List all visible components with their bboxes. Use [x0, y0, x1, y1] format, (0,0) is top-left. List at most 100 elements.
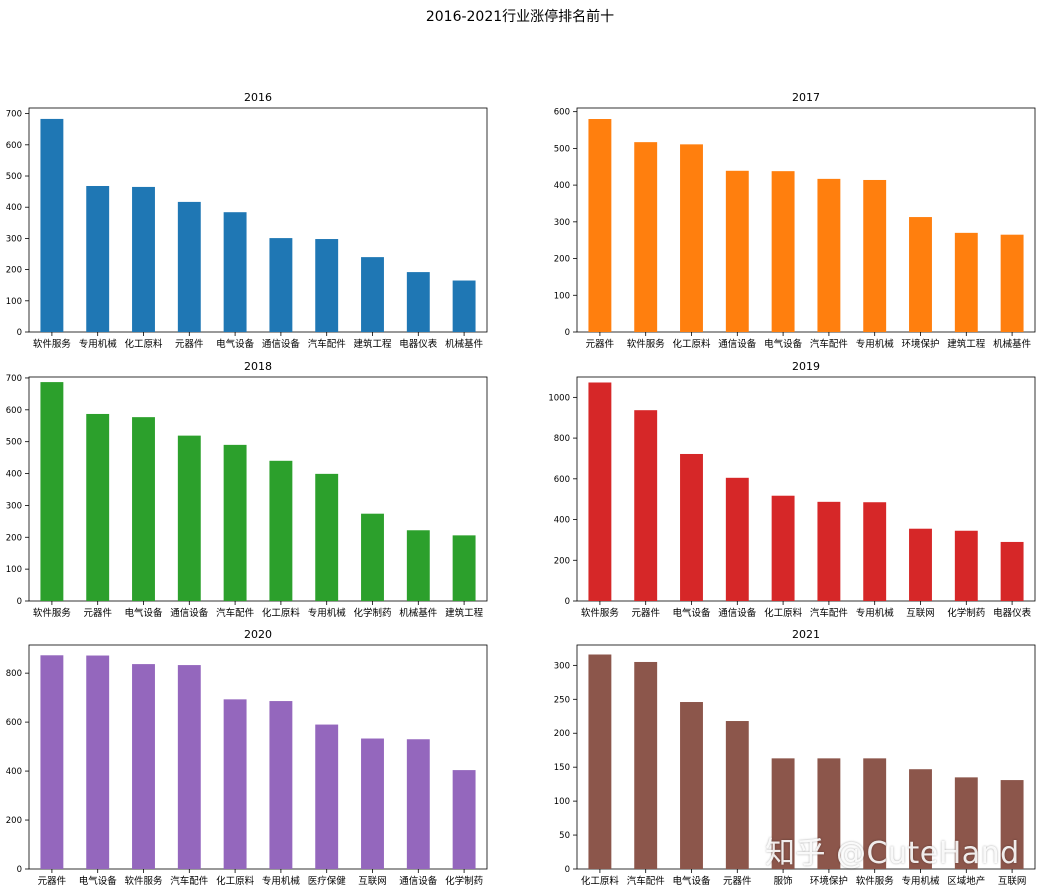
bar-服饰 — [771, 758, 795, 869]
x-tick-label: 通信设备 — [170, 607, 209, 619]
axes-frame — [28, 376, 488, 602]
y-tick-label: 400 — [6, 470, 22, 480]
chart-2017: 2017 0 100 200 300 400 500 600 元器件 软件服务 化工原料 通信设备 电气… — [554, 91, 1036, 350]
bar-互联网 — [361, 738, 384, 869]
x-tick-label: 软件服务 — [856, 875, 895, 887]
y-tick-label: 300 — [554, 661, 570, 671]
axes-frame — [576, 107, 1036, 333]
y-tick-label: 200 — [6, 816, 22, 826]
chart-2020: 2020 0 200 400 600 800 元器件 电气设备 软件服务 汽车配件 化工原料 专用机械… — [6, 628, 488, 887]
bar-医疗保健 — [315, 724, 339, 869]
bar-汽车配件 — [634, 661, 658, 869]
x-tick-label: 元器件 — [83, 607, 112, 619]
x-tick-label: 电气设备 — [216, 338, 255, 350]
y-tick-label: 0 — [17, 328, 22, 338]
bar-专用机械 — [863, 179, 887, 332]
y-tick-label: 0 — [17, 865, 22, 875]
x-tick-label: 区域地产 — [947, 875, 985, 887]
x-tick-label: 电器仪表 — [399, 338, 438, 350]
bar-通信设备 — [725, 477, 749, 601]
y-tick-label: 50 — [559, 831, 570, 841]
bar-电气设备 — [223, 212, 247, 332]
x-tick-label: 专用机械 — [901, 875, 940, 887]
bar-专用机械 — [269, 701, 293, 869]
bar-互联网 — [1000, 780, 1024, 869]
x-tick-label: 专用机械 — [856, 338, 895, 350]
chart-2021: 2021 0 50 100 150 200 250 300 化工原料 汽车配件 电气设备 元器件 服饰 环… — [554, 628, 1036, 887]
bar-软件服务 — [40, 118, 64, 332]
subplot-title: 2016 — [244, 91, 272, 104]
y-tick-label: 600 — [6, 406, 22, 416]
x-tick-label: 化工原料 — [124, 338, 163, 350]
x-tick-label: 软件服务 — [33, 338, 72, 350]
x-tick-label: 元器件 — [175, 338, 204, 350]
y-tick-label: 600 — [554, 475, 570, 485]
x-tick-label: 化工原料 — [216, 875, 255, 887]
bar-化学制药 — [954, 530, 978, 601]
x-tick-label: 建筑工程 — [445, 607, 484, 619]
bar-元器件 — [86, 413, 110, 601]
x-tick-label: 化学制药 — [353, 607, 391, 619]
bar-软件服务 — [863, 758, 887, 869]
x-tick-label: 互联网 — [998, 876, 1027, 887]
bar-建筑工程 — [452, 535, 476, 601]
chart-2019: 2019 0 200 400 600 800 1000 软件服务 元器件 电气设备 通信设备 化工原料… — [548, 360, 1036, 619]
x-tick-label: 电气设备 — [672, 607, 711, 619]
x-tick-label: 软件服务 — [124, 875, 163, 887]
bar-专用机械 — [86, 185, 110, 332]
bar-汽车配件 — [817, 178, 841, 332]
y-tick-label: 500 — [6, 438, 22, 448]
y-tick-label: 200 — [6, 533, 22, 543]
x-tick-label: 汽车配件 — [810, 607, 849, 619]
x-tick-label: 通信设备 — [718, 607, 757, 619]
x-tick-label: 专用机械 — [79, 338, 118, 350]
y-tick-label: 0 — [565, 865, 570, 875]
subplot-title: 2020 — [244, 628, 272, 641]
x-tick-label: 环境保护 — [901, 338, 939, 350]
bar-化工原料 — [223, 699, 247, 869]
axes-frame — [28, 107, 488, 333]
bar-区域地产 — [954, 777, 978, 869]
x-tick-label: 建筑工程 — [947, 338, 986, 350]
x-tick-label: 通信设备 — [718, 338, 757, 350]
bar-专用机械 — [863, 502, 887, 601]
x-tick-label: 化工原料 — [672, 338, 711, 350]
x-tick-label: 电气设备 — [79, 875, 118, 887]
x-tick-label: 互联网 — [358, 876, 387, 887]
x-tick-label: 机械基件 — [445, 338, 484, 350]
bar-建筑工程 — [954, 232, 978, 332]
bar-互联网 — [909, 528, 932, 601]
bar-软件服务 — [132, 664, 155, 869]
x-tick-label: 电气设备 — [672, 875, 711, 887]
bar-专用机械 — [315, 473, 339, 601]
y-tick-label: 700 — [6, 374, 22, 384]
y-tick-label: 0 — [565, 328, 570, 338]
y-tick-label: 150 — [554, 763, 570, 773]
watermark: 知乎 @CuteHand — [765, 836, 1020, 871]
y-tick-label: 500 — [6, 172, 22, 182]
y-tick-label: 200 — [6, 266, 22, 276]
bar-元器件 — [177, 201, 201, 332]
y-tick-label: 500 — [554, 144, 570, 154]
bar-通信设备 — [406, 739, 430, 869]
bar-元器件 — [634, 410, 658, 601]
y-tick-label: 200 — [554, 255, 570, 265]
bar-电气设备 — [132, 417, 155, 601]
x-tick-label: 通信设备 — [262, 338, 301, 350]
x-tick-label: 元器件 — [723, 875, 752, 887]
x-tick-label: 元器件 — [586, 338, 615, 350]
subplot-title: 2017 — [792, 91, 820, 104]
y-tick-label: 400 — [6, 203, 22, 213]
bar-汽车配件 — [817, 501, 841, 601]
y-tick-label: 0 — [565, 597, 570, 607]
y-tick-label: 200 — [554, 556, 570, 566]
bar-专用机械 — [909, 769, 932, 869]
bar-建筑工程 — [361, 257, 384, 332]
x-tick-label: 软件服务 — [33, 607, 72, 619]
y-tick-label: 800 — [554, 434, 570, 444]
x-tick-label: 环境保护 — [810, 875, 848, 887]
bar-化工原料 — [771, 495, 795, 601]
subplot-title: 2018 — [244, 360, 272, 373]
y-tick-label: 600 — [6, 718, 22, 728]
bar-化学制药 — [361, 513, 384, 601]
